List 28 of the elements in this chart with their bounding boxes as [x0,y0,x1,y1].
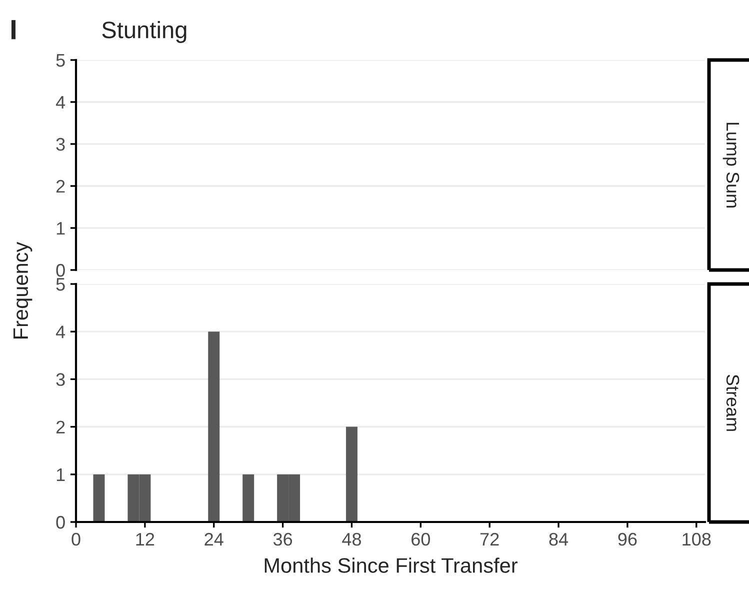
y-tick-label: 2 [56,420,65,434]
y-axis-title: Frequency [14,242,32,338]
y-tick-label: 4 [56,96,66,109]
y-tick-label: 5 [56,278,65,291]
x-tick-label: 72 [480,532,499,546]
y-tick-label: 5 [56,54,65,67]
x-axis-title: Months Since First Transfer [264,558,518,573]
x-tick-label: 60 [412,532,430,546]
x-tick-label: 24 [204,532,224,546]
y-tick-label: 1 [56,222,65,235]
x-tick-label: 12 [136,532,154,546]
x-tick-label: 36 [273,532,292,546]
y-tick-label: 2 [56,180,65,193]
x-tick-label: 84 [549,532,568,546]
y-tick-label: 1 [56,468,65,481]
y-tick-label: 0 [56,516,65,529]
x-tick-label: 108 [682,532,711,546]
text: I [11,20,16,40]
y-tick-label: 3 [56,138,65,151]
text: Stream [726,374,740,431]
x-tick-label: 0 [72,532,80,546]
y-tick-label: 4 [56,326,66,338]
text: Lump Sum [722,122,740,208]
x-tick-label: 96 [618,532,637,546]
y-tick-label: 3 [56,373,65,386]
y-tick-label: 0 [56,264,65,277]
chart-title: Stunting [102,20,186,44]
x-tick-label: 48 [342,532,361,546]
